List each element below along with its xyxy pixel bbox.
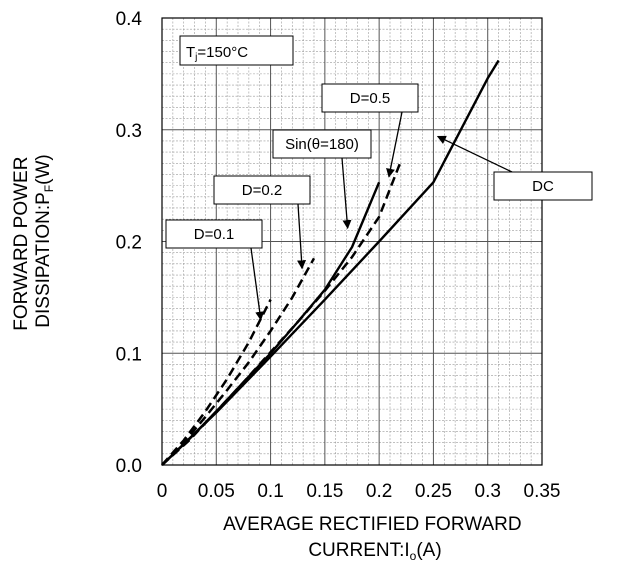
x-axis-title-line2-end: (A) [416, 540, 441, 561]
x-tick-label: 0.25 [415, 481, 452, 502]
x-tick-label: 0.35 [524, 481, 561, 502]
x-axis-title-line2: CURRENT:I [308, 540, 409, 561]
annotation-d-0-2: D=0.2 [213, 175, 311, 270]
y-tick-label: 0.3 [116, 121, 142, 142]
y-tick-label: 0.4 [116, 9, 143, 30]
annotation-box [321, 83, 419, 113]
x-tick-label: 0.2 [366, 481, 392, 502]
series-layer [161, 59, 500, 466]
condition-label-sub: j [194, 52, 197, 63]
annotation-sin-180: Sin(θ=180) [272, 129, 372, 230]
tick-labels: 0 0.05 0.1 0.15 0.2 0.25 0.3 0.35 0.0 0.1 0.2 0.3 0.… [116, 9, 561, 502]
annotation-layer: D=0.1 D=0.2 D=0.5 Sin(θ=180) DC [165, 83, 593, 321]
annotation-box [213, 175, 311, 205]
x-axis-title-sub: o [410, 549, 417, 563]
x-tick-label: 0.05 [198, 481, 235, 502]
series-line-d-0-1 [161, 299, 272, 466]
y-axis-title: FORWARD POWER DISSIPATION:PF(W) [11, 151, 56, 330]
annotation-arrow [436, 135, 513, 173]
plot-frame [161, 17, 543, 466]
condition-label-box: Tj=150°C [179, 35, 294, 66]
y-axis-title-sub: F [42, 185, 56, 192]
y-axis-title-line2-end: (W) [33, 154, 54, 185]
annotation-label: D=0.2 [242, 182, 282, 199]
annotation-label: D=0.1 [194, 226, 234, 243]
series-line-d-0-2 [161, 257, 316, 466]
x-tick-label: 0.15 [306, 481, 343, 502]
annotation-d-0-1: D=0.1 [165, 219, 265, 321]
annotation-label: Sin(θ=180) [285, 136, 359, 153]
annotation-arrow [250, 247, 265, 321]
x-axis-title-line1: AVERAGE RECTIFIED FORWARD [223, 514, 521, 535]
y-axis-title-line2: DISSIPATION:P [33, 192, 54, 328]
annotation-label: D=0.5 [350, 90, 390, 107]
minor-grid [162, 18, 542, 465]
annotation-box [493, 171, 593, 201]
svg-text:Tj=150°C: Tj=150°C [186, 44, 248, 63]
x-tick-label: 0.3 [475, 481, 501, 502]
annotation-dc: DC [436, 135, 593, 201]
y-tick-label: 0.1 [116, 344, 142, 365]
annotation-arrow [386, 111, 403, 178]
annotation-arrow [297, 203, 307, 270]
y-tick-label: 0.2 [116, 233, 142, 254]
series-line-dc [161, 59, 500, 466]
y-tick-label: 0.0 [116, 456, 142, 477]
annotation-label: DC [532, 178, 554, 195]
annotation-box [272, 129, 372, 159]
y-axis-title-line1: FORWARD POWER [11, 157, 32, 331]
condition-label-suffix: =150°C [197, 44, 248, 61]
annotation-d-0-5: D=0.5 [321, 83, 419, 178]
x-tick-label: 0 [157, 481, 168, 502]
annotation-box [165, 219, 263, 249]
condition-label-prefix: T [186, 44, 195, 61]
annotation-arrow [341, 157, 352, 230]
x-axis-title: AVERAGE RECTIFIED FORWARD CURRENT:Io(A) [223, 514, 527, 563]
x-tick-label: 0.1 [257, 481, 283, 502]
